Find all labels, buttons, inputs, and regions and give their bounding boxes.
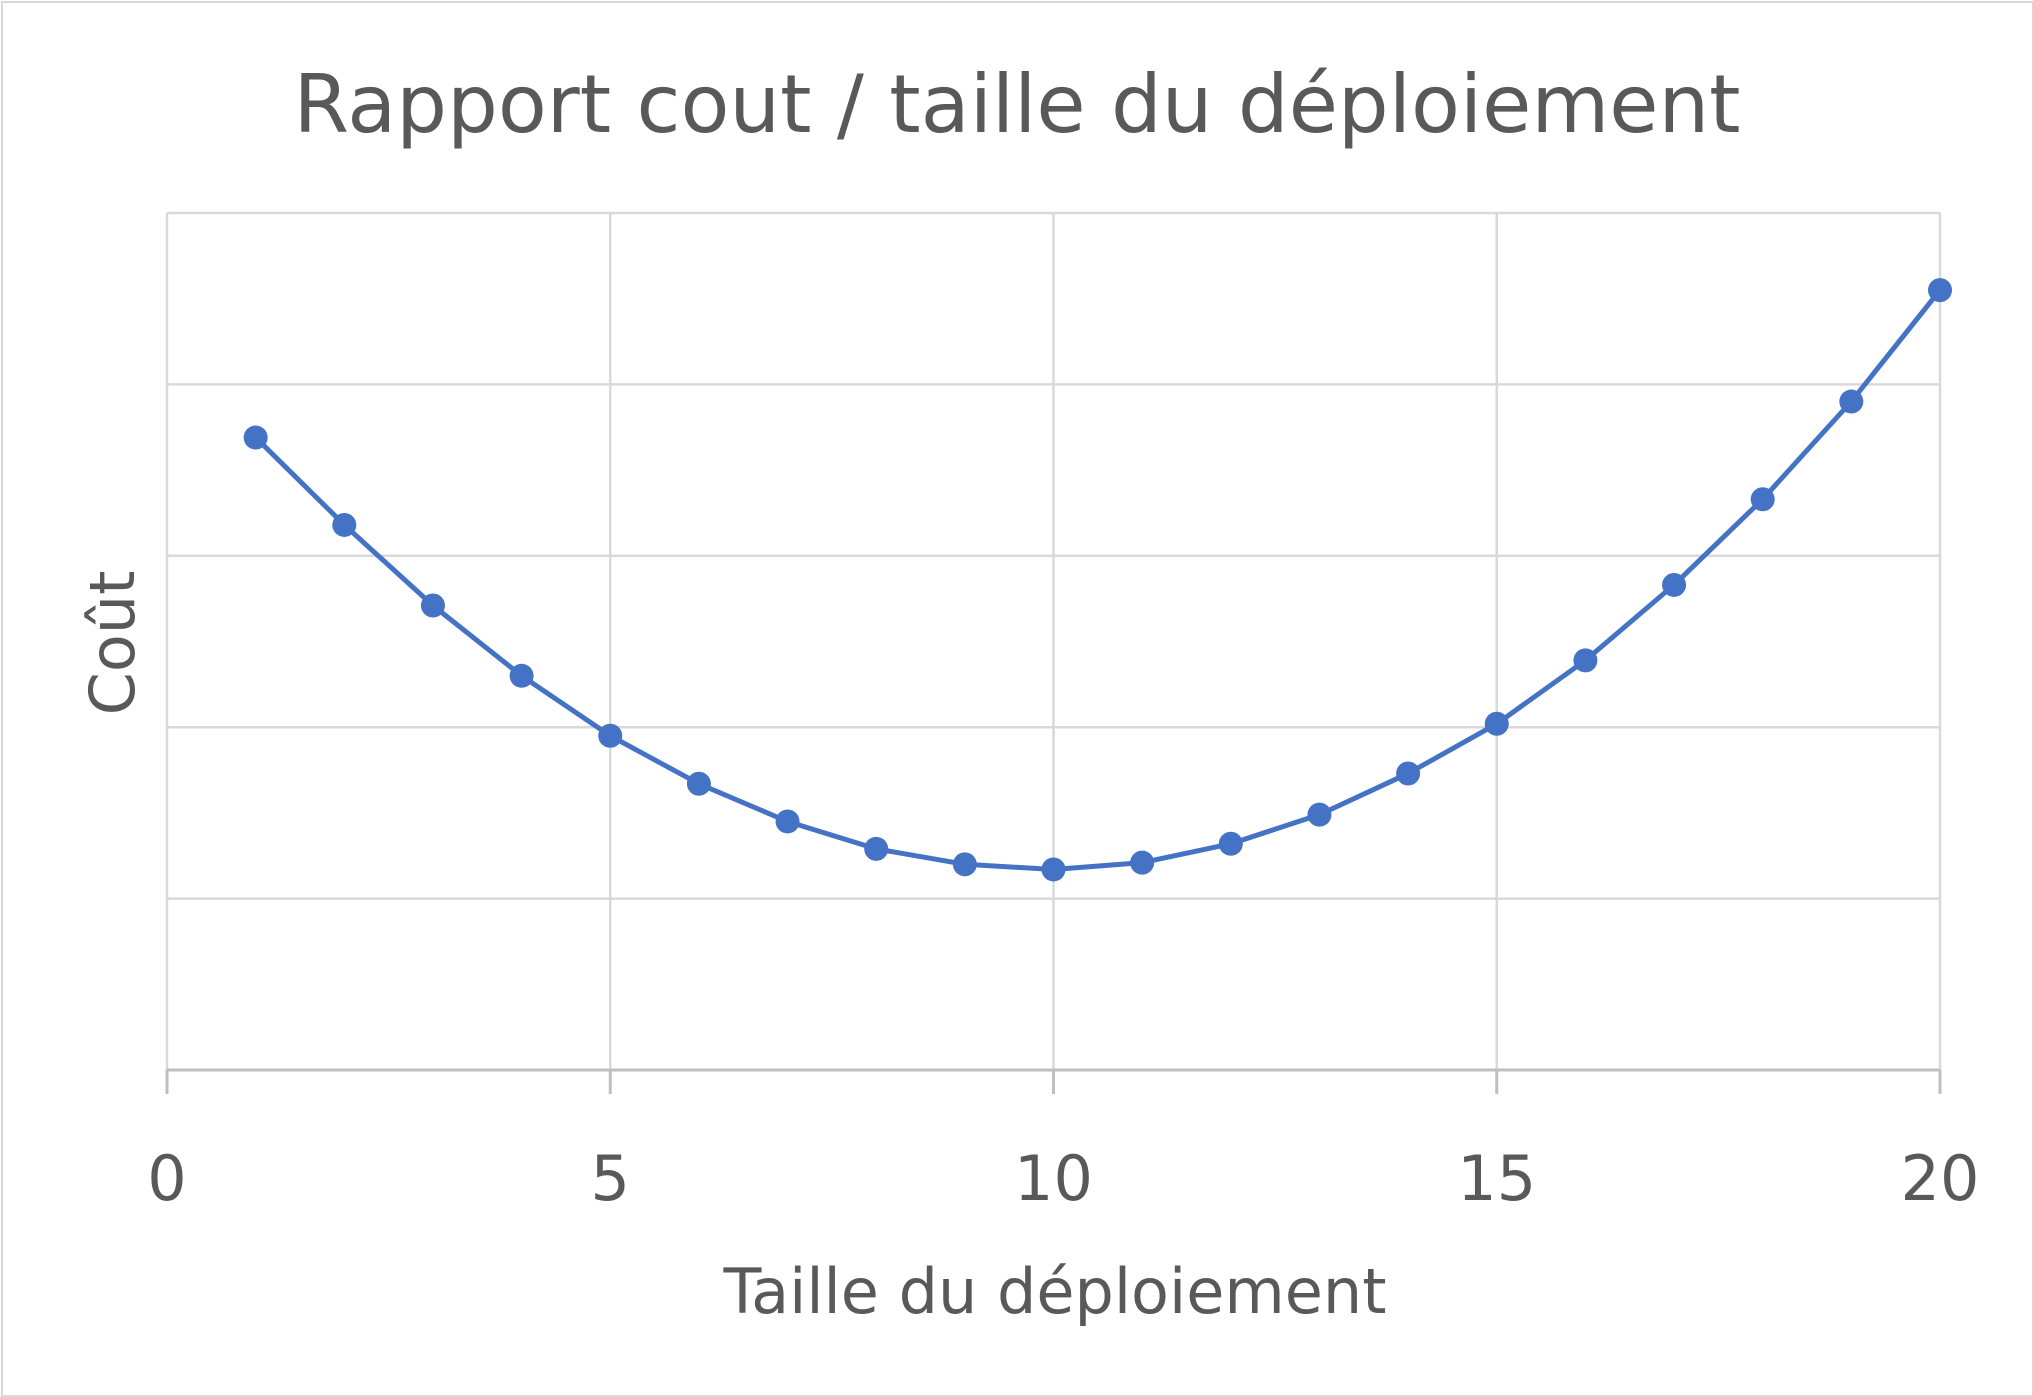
x-tick-label: 15 — [1457, 1142, 1536, 1215]
data-point — [332, 512, 357, 537]
series-line — [253, 288, 1942, 872]
y-axis-label: Coût — [76, 571, 149, 716]
x-axis — [165, 1068, 1942, 1094]
x-tick-label: 20 — [1901, 1142, 1980, 1215]
data-point — [598, 723, 623, 748]
data-point — [686, 771, 711, 796]
x-tick-label: 0 — [147, 1142, 186, 1215]
data-point — [1396, 761, 1421, 786]
data-point — [1307, 802, 1332, 827]
data-point — [1130, 850, 1155, 875]
x-tick-label: 10 — [1014, 1142, 1093, 1215]
data-point — [243, 425, 268, 450]
x-axis-label: Taille du déploiement — [722, 1255, 1386, 1328]
data-point — [775, 809, 800, 834]
data-point — [1928, 278, 1952, 303]
data-point — [1484, 711, 1509, 736]
chart-title: Rapport cout / taille du déploiement — [293, 58, 1740, 151]
x-tick-label: 5 — [591, 1142, 630, 1215]
x-tick-labels: 0 5 10 15 20 — [147, 1142, 1979, 1215]
data-point — [420, 593, 445, 618]
data-point — [1573, 648, 1598, 673]
gridlines — [165, 211, 1942, 1070]
data-point — [1218, 831, 1243, 856]
data-series — [243, 278, 1952, 882]
data-point — [1662, 572, 1687, 597]
data-point — [1839, 389, 1864, 414]
data-point — [1750, 487, 1775, 512]
data-point — [864, 836, 889, 861]
data-point — [952, 852, 977, 877]
data-point — [509, 663, 534, 688]
data-point — [1041, 857, 1066, 882]
